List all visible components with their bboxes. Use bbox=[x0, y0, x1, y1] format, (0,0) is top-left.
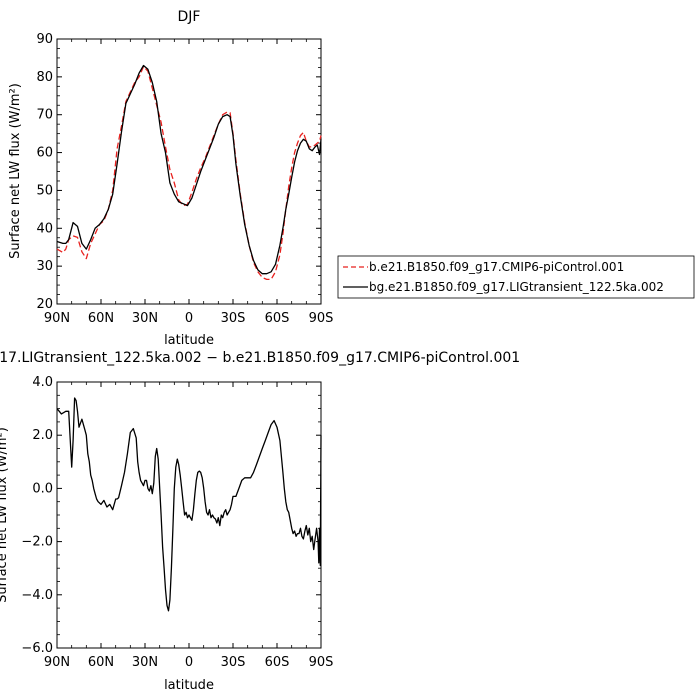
top-y-axis-label: Surface net LW flux (W/m²) bbox=[8, 83, 23, 259]
top-plot-frame bbox=[56, 38, 322, 305]
bottom-y-tick-label: −2.0 bbox=[21, 535, 53, 550]
top-series-line-ligtransient bbox=[56, 64, 322, 275]
bottom-x-tick-label: 60N bbox=[88, 655, 114, 670]
bottom-y-tick-label: −6.0 bbox=[21, 641, 53, 656]
top-x-tick-label: 30S bbox=[221, 311, 246, 326]
bottom-x-tick-label: 90S bbox=[309, 655, 334, 670]
bottom-x-tick-label: 30N bbox=[132, 655, 158, 670]
top-x-tick-label: 0 bbox=[185, 311, 193, 326]
top-x-tick-label: 90N bbox=[44, 311, 70, 326]
top-series-group bbox=[56, 64, 322, 281]
top-y-tick-label: 90 bbox=[36, 32, 53, 47]
top-y-tick-label: 80 bbox=[36, 70, 53, 85]
bottom-difference-line bbox=[56, 397, 322, 612]
top-x-tick-label: 60S bbox=[265, 311, 290, 326]
legend-label-ligtransient: bg.e21.B1850.f09_g17.LIGtransient_122.5k… bbox=[369, 280, 664, 294]
bottom-y-tick-label: −4.0 bbox=[21, 588, 53, 603]
bottom-y-tick-label: 4.0 bbox=[32, 375, 53, 390]
top-chart-title: DJF bbox=[178, 9, 201, 25]
top-y-tick-label: 20 bbox=[36, 297, 53, 312]
top-series-line-picontrol bbox=[56, 65, 322, 281]
legend-label-picontrol: b.e21.B1850.f09_g17.CMIP6-piControl.001 bbox=[369, 260, 624, 274]
bottom-series-group bbox=[56, 397, 322, 612]
top-x-tick-label: 90S bbox=[309, 311, 334, 326]
bottom-x-tick-label: 30S bbox=[221, 655, 246, 670]
bottom-axis-ticks: 90N 60N 30N 0 30S 60S 90S −6.0 −4.0 −2.0 0.0 2.0 4.0 bbox=[21, 375, 333, 670]
bottom-panel: bg.e21.B1850.f09_g17.LIGtransient_122.5k… bbox=[0, 350, 520, 693]
top-y-tick-label: 30 bbox=[36, 259, 53, 274]
top-x-tick-label: 30N bbox=[132, 311, 158, 326]
top-y-tick-label: 60 bbox=[36, 146, 53, 161]
bottom-y-tick-label: 2.0 bbox=[32, 428, 53, 443]
bottom-chart-title: bg.e21.B1850.f09_g17.LIGtransient_122.5k… bbox=[0, 350, 520, 366]
bottom-y-axis-label: Surface net LW flux (W/m²) bbox=[0, 427, 10, 603]
top-panel: DJF latitude Surface net LW flux (W/m²) … bbox=[8, 9, 333, 348]
bottom-x-axis-label: latitude bbox=[164, 678, 214, 693]
top-y-tick-label: 70 bbox=[36, 108, 53, 123]
top-axis-ticks: 90N 60N 30N 0 30S 60S 90S 20 30 40 50 60 70 80 90 bbox=[36, 32, 333, 326]
bottom-x-tick-label: 0 bbox=[185, 655, 193, 670]
bottom-x-tick-label: 60S bbox=[265, 655, 290, 670]
legend-box bbox=[337, 255, 695, 299]
bottom-y-tick-label: 0.0 bbox=[32, 481, 53, 496]
top-x-tick-label: 60N bbox=[88, 311, 114, 326]
top-x-axis-label: latitude bbox=[164, 333, 214, 348]
legend: b.e21.B1850.f09_g17.CMIP6-piControl.001 … bbox=[337, 255, 695, 299]
bottom-x-tick-label: 90N bbox=[44, 655, 70, 670]
top-y-tick-label: 50 bbox=[36, 183, 53, 198]
top-y-tick-label: 40 bbox=[36, 221, 53, 236]
